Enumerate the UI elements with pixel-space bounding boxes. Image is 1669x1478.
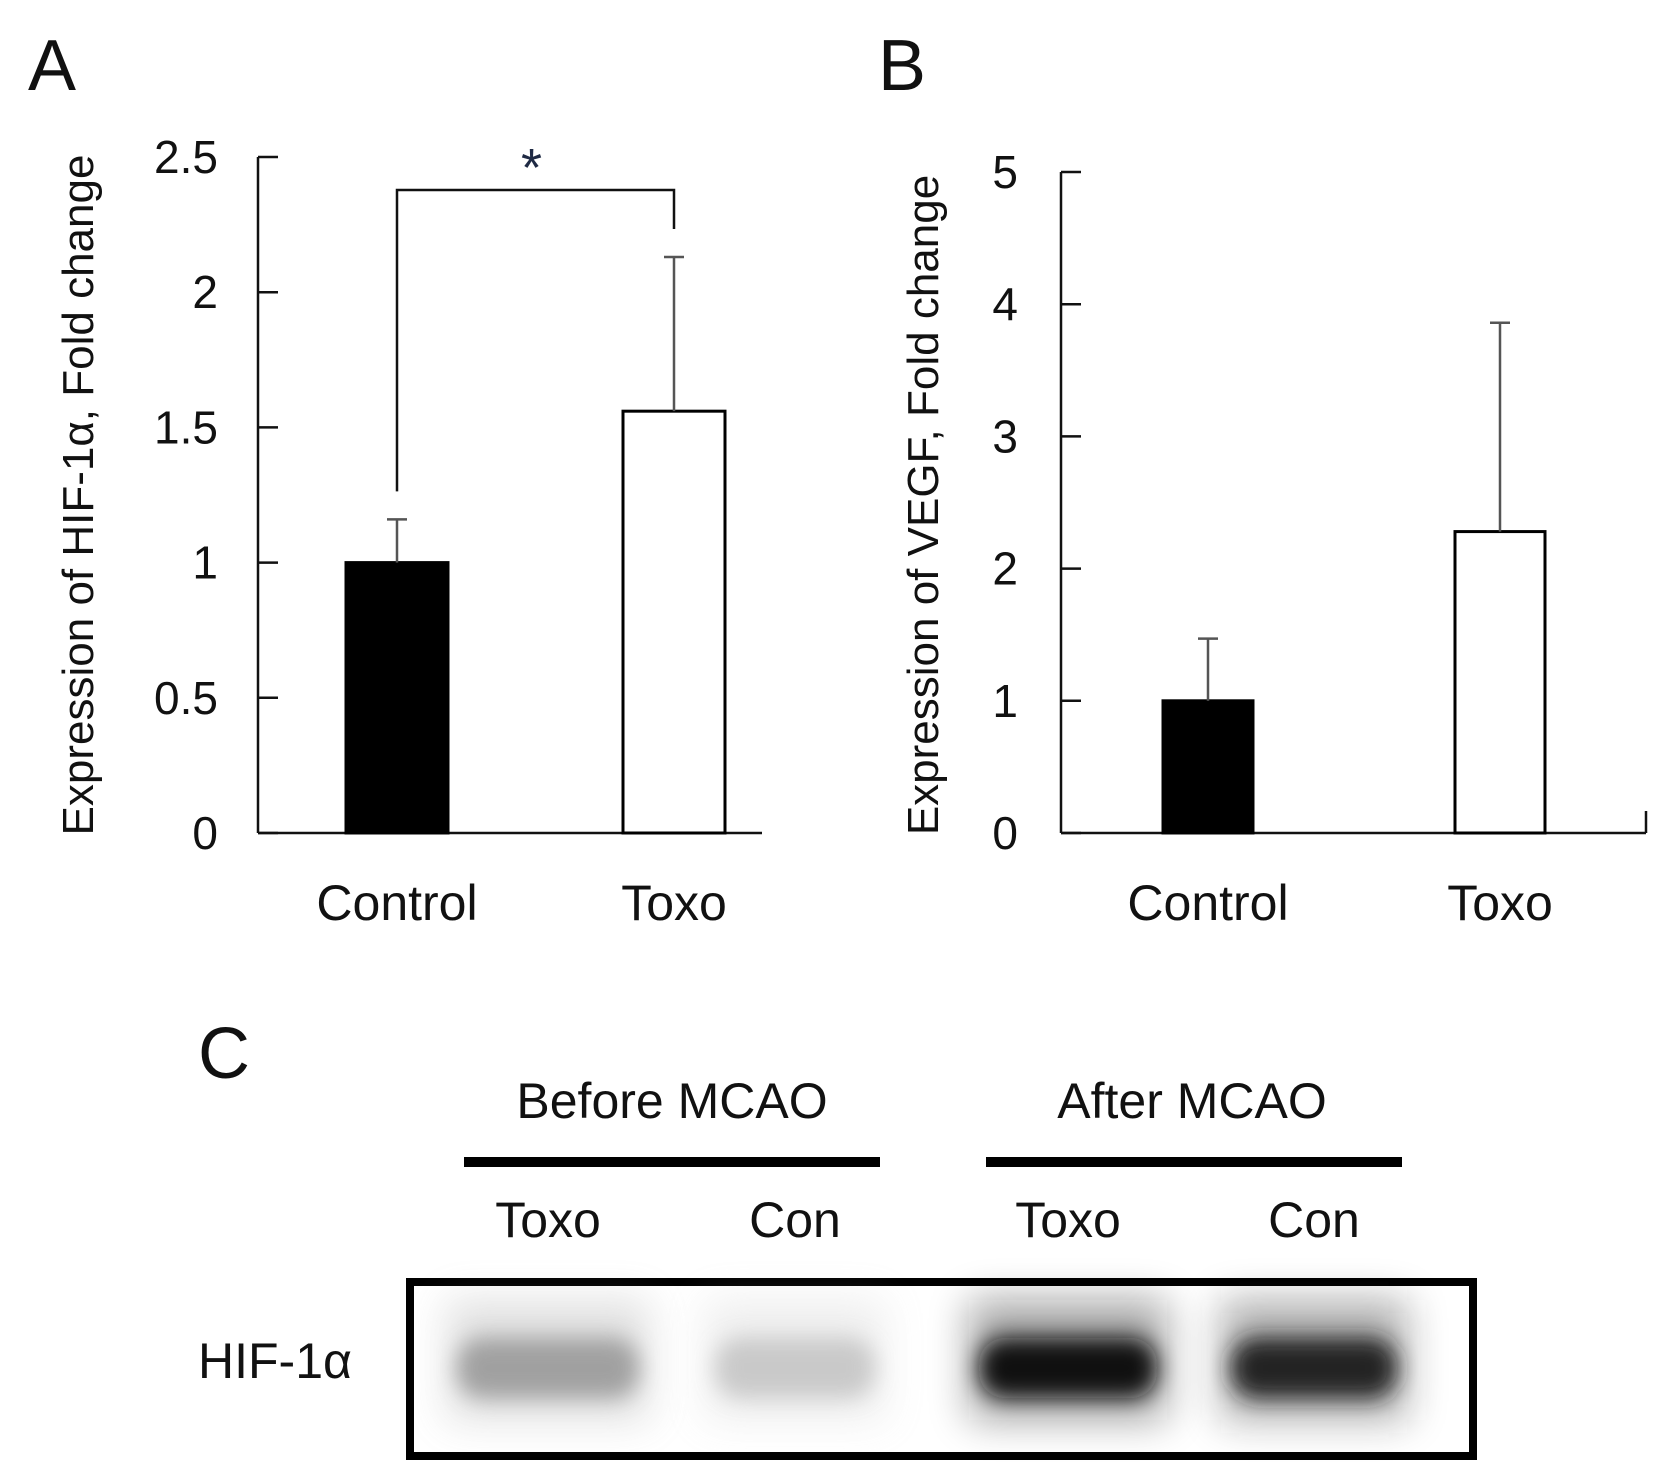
bar (1453, 530, 1547, 835)
group-label-before: Before MCAO (516, 1073, 827, 1129)
category-label: Control (1127, 875, 1288, 931)
panel-letter-b: B (878, 26, 926, 106)
group-label-after: After MCAO (1057, 1073, 1326, 1129)
bar (1161, 699, 1255, 835)
chart-b-axes (1059, 172, 1648, 835)
bar (344, 561, 450, 835)
y-tick-label: 5 (992, 146, 1018, 198)
y-tick-label: 3 (992, 410, 1018, 462)
blot-band (457, 1338, 639, 1398)
y-tick-label: 1.5 (154, 401, 218, 453)
category-label: Toxo (621, 875, 727, 931)
chart-b-ticks: 0 1 2 3 4 5 (992, 146, 1081, 859)
western-blot-panel: Before MCAO After MCAO Toxo Con Toxo Con… (198, 1073, 1477, 1460)
significance-star: * (521, 138, 542, 198)
y-tick-label: 0.5 (154, 672, 218, 724)
blot-band (979, 1338, 1157, 1398)
chart-b-category-labels: Control Toxo (1127, 875, 1552, 931)
blot-band (1231, 1338, 1397, 1398)
chart-a-ticks: 0 0.5 1 1.5 2 2.5 (154, 131, 278, 859)
chart-a-bars (344, 409, 727, 835)
blot-row-label: HIF-1α (198, 1333, 352, 1389)
y-tick-label: 2 (992, 543, 1018, 595)
lane-label-2: Con (749, 1192, 841, 1248)
chart-b: 0 1 2 3 4 5 Control Toxo Expression of VEGF, F… (899, 146, 1648, 931)
group-bar-before (464, 1157, 880, 1167)
lane-label-3: Toxo (1015, 1192, 1121, 1248)
chart-a: 0 0.5 1 1.5 2 2.5 Control Toxo Expression of H… (54, 131, 762, 931)
category-label: Toxo (1447, 875, 1553, 931)
y-tick-label: 4 (992, 278, 1018, 330)
chart-b-y-axis-title: Expression of VEGF, Fold change (899, 175, 948, 835)
panel-letter-c: C (198, 1014, 250, 1094)
y-tick-label: 2 (192, 266, 218, 318)
bracket-line (395, 188, 676, 492)
y-tick-label: 1 (992, 675, 1018, 727)
y-tick-label: 0 (192, 807, 218, 859)
bar (621, 409, 727, 835)
category-label: Control (316, 875, 477, 931)
chart-a-y-axis-title: Expression of HIF-1α, Fold change (54, 155, 103, 836)
lane-label-4: Con (1268, 1192, 1360, 1248)
group-bar-after (986, 1157, 1402, 1167)
chart-b-bars (1161, 530, 1547, 835)
panel-letter-a: A (28, 26, 76, 106)
significance-bracket: * (395, 138, 676, 492)
blot-bands (447, 1300, 1407, 1420)
chart-b-error-bars (1198, 321, 1510, 701)
y-tick-label: 0 (992, 807, 1018, 859)
chart-a-category-labels: Control Toxo (316, 875, 726, 931)
y-tick-label: 1 (192, 537, 218, 589)
y-tick-label: 2.5 (154, 131, 218, 183)
blot-band (715, 1338, 875, 1398)
lane-label-1: Toxo (495, 1192, 601, 1248)
chart-a-error-bars (387, 255, 684, 563)
